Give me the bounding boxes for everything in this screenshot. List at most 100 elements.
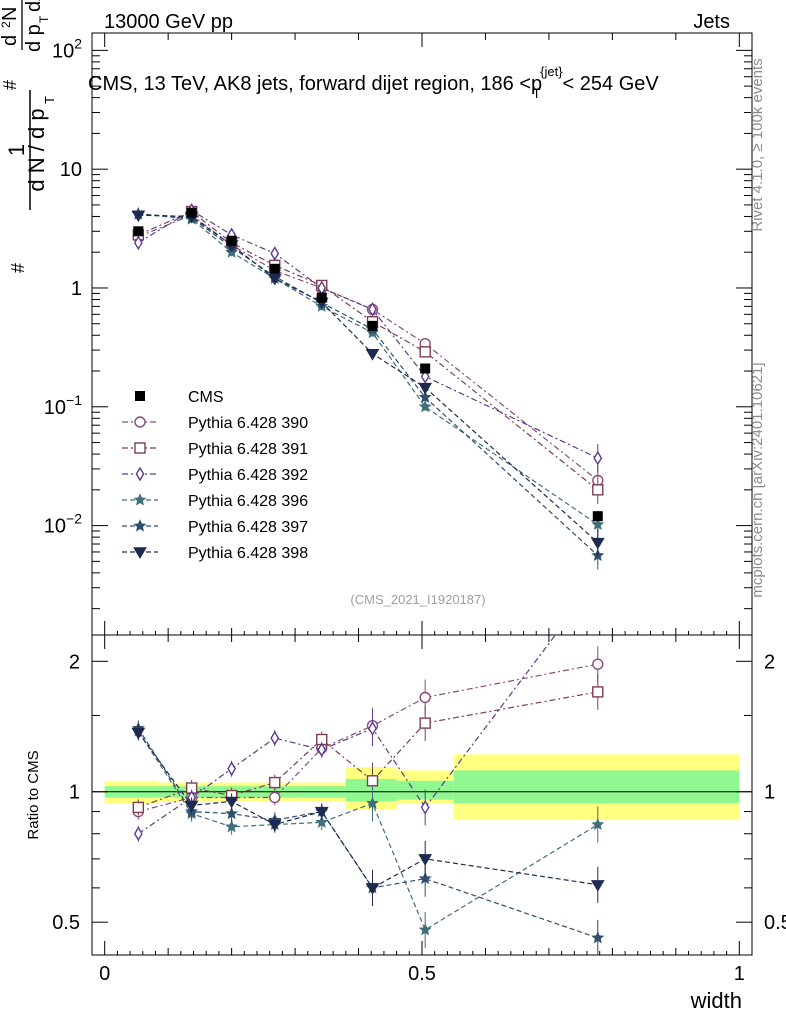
ratio-point xyxy=(225,806,239,820)
legend-label: Pythia 6.428 398 xyxy=(188,545,308,562)
series-point xyxy=(368,302,377,317)
series-point xyxy=(418,390,432,403)
series-line xyxy=(138,213,599,556)
series-line xyxy=(138,209,599,459)
plot-title: CMS, 13 TeV, AK8 jets, forward dijet reg… xyxy=(88,64,659,101)
series-5 xyxy=(131,210,605,906)
legend-marker xyxy=(134,416,146,428)
legend-label: Pythia 6.428 397 xyxy=(188,519,308,536)
ratio-point xyxy=(592,686,604,698)
legend-entry: Pythia 6.428 390 xyxy=(122,415,308,432)
series-point xyxy=(591,517,605,531)
y-tick-label: 10−2 xyxy=(44,511,82,538)
ratio-point xyxy=(224,796,239,809)
ratio-point xyxy=(592,658,604,670)
legend-entry: Pythia 6.428 396 xyxy=(122,493,308,510)
legend-marker xyxy=(134,442,146,454)
legend: CMS Pythia 6.428 390 Pythia 6.428 391 Pythi… xyxy=(122,389,308,562)
ratio-tick-label-right: 1 xyxy=(764,782,775,804)
legend-label: CMS xyxy=(188,389,224,406)
ratio-point xyxy=(591,817,605,831)
series-ratio-line xyxy=(138,691,598,809)
series-point xyxy=(133,235,143,251)
ratio-point xyxy=(419,717,431,729)
legend-entry: Pythia 6.428 397 xyxy=(122,519,308,536)
ratio-point xyxy=(419,691,431,704)
legend-label: Pythia 6.428 390 xyxy=(188,415,308,432)
series-ratio-line xyxy=(137,730,599,931)
ratio-point xyxy=(368,721,377,736)
series-point xyxy=(418,400,432,413)
y-tick-label: 1 xyxy=(71,278,82,300)
series-point xyxy=(418,382,433,395)
ratio-point xyxy=(366,775,379,787)
ratio-tick-label-right: 2 xyxy=(764,651,775,673)
series-ratio-line xyxy=(137,732,598,889)
svg-text:#: # xyxy=(0,80,20,90)
svg-text:T: T xyxy=(37,15,51,23)
ratio-tick-label-right: 0.5 xyxy=(764,912,786,934)
ratio-point xyxy=(591,931,605,944)
ratio-point xyxy=(366,796,379,809)
header-right: Jets xyxy=(693,11,730,33)
ratio-point xyxy=(314,806,329,819)
data-point xyxy=(186,207,197,218)
axis-ticks: 0 0.5 1 10−2 10−1 1 10 102 0.5 0.5 1 1 2 2 xyxy=(44,33,786,985)
series-line xyxy=(138,214,599,481)
series-0 xyxy=(132,209,604,820)
data-point xyxy=(226,235,237,246)
ratio-point xyxy=(418,923,432,936)
legend-label: Pythia 6.428 391 xyxy=(188,441,308,458)
ratio-point xyxy=(132,801,145,814)
svg-text:N: N xyxy=(0,7,21,21)
y-axis-label: 1 # d N / d p T # d 2 N d p T dλ xyxy=(0,0,57,273)
series-point xyxy=(131,210,146,223)
ratio-point xyxy=(590,880,605,892)
data-layer xyxy=(133,207,603,522)
svg-text:1: 1 xyxy=(4,144,29,156)
series-2 xyxy=(133,203,603,842)
svg-text:2: 2 xyxy=(0,21,13,28)
legend-entry: Pythia 6.428 392 xyxy=(122,466,308,484)
ratio-tick-label: 1 xyxy=(69,782,80,804)
ratio-point xyxy=(418,871,432,885)
legend-entry: Pythia 6.428 391 xyxy=(122,441,308,458)
ratio-y-label: Ratio to CMS xyxy=(25,750,42,839)
data-point xyxy=(133,226,144,237)
series-point xyxy=(267,273,282,286)
svg-text:d N / d p: d N / d p xyxy=(24,108,49,191)
series-point xyxy=(419,346,431,358)
legend-label: Pythia 6.428 396 xyxy=(188,493,308,510)
ratio-point xyxy=(227,761,237,777)
x-tick-label: 0 xyxy=(99,963,110,985)
rivet-label: Rivet 4.1.0, ≥ 100k events xyxy=(749,58,766,231)
series-point xyxy=(590,537,605,550)
series-point xyxy=(592,484,604,496)
y-tick-label: 10 xyxy=(60,159,82,181)
ratio-tick-label: 2 xyxy=(69,651,80,673)
legend-label: Pythia 6.428 392 xyxy=(188,467,308,484)
analysis-id: (CMS_2021_I1920187) xyxy=(350,592,485,607)
series-line xyxy=(138,210,599,491)
ratio-point xyxy=(270,730,280,746)
series-ratio-line xyxy=(138,663,598,813)
ratio-point xyxy=(133,826,143,842)
data-point xyxy=(592,511,603,522)
x-tick-label: 1 xyxy=(734,963,745,985)
ratio-point xyxy=(315,815,329,828)
svg-text:dλ: dλ xyxy=(23,0,45,12)
ratio-point xyxy=(225,820,239,833)
ratio-point xyxy=(317,742,327,758)
legend-entry: Pythia 6.428 398 xyxy=(122,545,308,562)
data-point xyxy=(367,320,378,331)
series-point xyxy=(593,450,603,466)
mcplots-label: mcplots.cern.ch [arXiv:2401.10621] xyxy=(749,362,766,597)
series-layer xyxy=(131,203,605,955)
legend-marker xyxy=(133,493,147,506)
ratio-point xyxy=(365,883,380,895)
band-inner xyxy=(345,779,397,802)
x-axis-label: width xyxy=(690,988,742,1013)
ratio-point xyxy=(418,854,433,866)
svg-text:d p: d p xyxy=(23,24,45,52)
